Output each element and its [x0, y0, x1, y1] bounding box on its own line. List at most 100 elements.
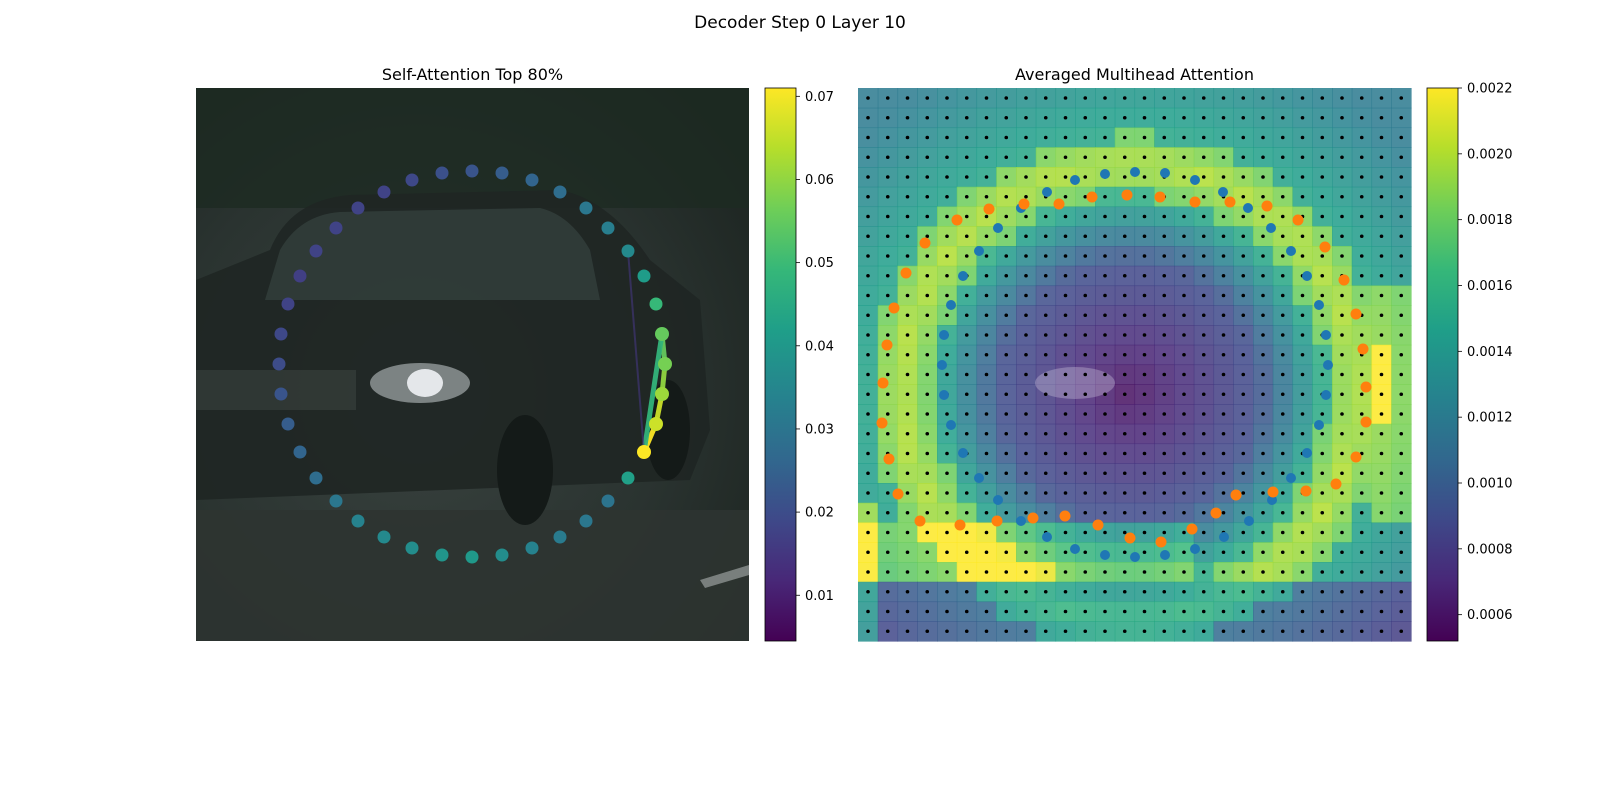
grid-dot	[1103, 609, 1107, 614]
grid-dot	[1043, 96, 1048, 100]
grid-dot	[1142, 451, 1147, 456]
grid-dot	[1142, 333, 1147, 337]
grid-dot	[1379, 234, 1384, 239]
orange-point	[1357, 343, 1369, 355]
grid-dot	[1004, 254, 1009, 258]
grid-dot	[1241, 115, 1246, 120]
grid-dot	[1182, 530, 1186, 535]
grid-dot	[1241, 510, 1246, 515]
grid-dot	[866, 570, 870, 574]
grid-dot	[1320, 372, 1325, 377]
contour-point	[405, 173, 419, 187]
orange-point	[881, 339, 893, 351]
grid-dot	[1379, 629, 1384, 634]
grid-dot	[1142, 491, 1147, 495]
blue-point	[993, 223, 1003, 233]
grid-dot	[1201, 629, 1206, 634]
grid-dot	[1201, 392, 1206, 397]
grid-dot	[1142, 155, 1147, 160]
grid-dot	[1221, 333, 1226, 337]
grid-dot	[1359, 234, 1364, 239]
grid-dot	[1261, 510, 1265, 515]
grid-dot	[1300, 510, 1305, 515]
front-wheel	[497, 415, 553, 525]
grid-dot	[1300, 431, 1305, 436]
grid-dot	[866, 96, 870, 100]
blue-point	[1302, 448, 1312, 458]
grid-dot	[1300, 412, 1305, 416]
grid-dot	[1201, 175, 1206, 179]
grid-dot	[1024, 451, 1028, 456]
grid-dot	[984, 471, 989, 476]
grid-dot	[885, 194, 890, 199]
grid-dot	[1103, 155, 1107, 160]
grid-dot	[1340, 313, 1344, 318]
grid-dot	[1359, 254, 1364, 258]
grid-dot	[1241, 589, 1246, 594]
orange-point	[1300, 485, 1312, 497]
grid-dot	[1280, 293, 1285, 298]
grid-dot	[925, 392, 930, 397]
orange-point	[1121, 189, 1133, 201]
grid-dot	[1024, 273, 1028, 278]
grid-dot	[1320, 570, 1325, 574]
orange-point	[1267, 486, 1279, 498]
grid-dot	[1221, 510, 1226, 515]
grid-dot	[905, 135, 910, 140]
grid-dot	[984, 431, 989, 436]
grid-dot	[1182, 155, 1186, 160]
grid-dot	[1221, 609, 1226, 614]
grid-dot	[1024, 175, 1028, 179]
grid-dot	[1162, 392, 1167, 397]
grid-dot	[1201, 155, 1206, 160]
grid-dot	[1221, 550, 1226, 555]
grid-dot	[905, 352, 910, 357]
grid-dot	[1261, 333, 1265, 337]
blue-point	[1016, 516, 1026, 526]
orange-point	[919, 237, 931, 249]
grid-dot	[1201, 115, 1206, 120]
grid-dot	[1122, 115, 1127, 120]
grid-dot	[1103, 372, 1107, 377]
grid-dot	[1300, 609, 1305, 614]
grid-dot	[1024, 234, 1028, 239]
grid-dot	[1379, 570, 1384, 574]
grid-dot	[1004, 629, 1009, 634]
grid-dot	[1320, 412, 1325, 416]
contour-point	[465, 164, 479, 178]
grid-dot	[1043, 254, 1048, 258]
grid-dot	[1122, 175, 1127, 179]
grid-dot	[945, 431, 949, 436]
grid-dot	[1201, 96, 1206, 100]
grid-dot	[1359, 333, 1364, 337]
grid-dot	[1300, 471, 1305, 476]
grid-dot	[1024, 570, 1028, 574]
colorbar-tick-label: 0.0018	[1467, 213, 1513, 228]
left-colorbar-gradient	[764, 87, 797, 642]
grid-dot	[1122, 451, 1127, 456]
grid-dot	[1043, 451, 1048, 456]
grid-dot	[1241, 234, 1246, 239]
grid-dot	[1004, 491, 1009, 495]
grid-dot	[1201, 510, 1206, 515]
grid-dot	[1379, 372, 1384, 377]
grid-dot	[1182, 471, 1186, 476]
grid-dot	[984, 115, 989, 120]
grid-dot	[905, 293, 910, 298]
attention-line	[627, 250, 645, 453]
grid-dot	[925, 293, 930, 298]
grid-dot	[1300, 115, 1305, 120]
contour-point	[655, 327, 669, 341]
grid-dot	[885, 254, 890, 258]
grid-dot	[885, 471, 890, 476]
contour-point	[553, 185, 567, 199]
grid-dot	[984, 214, 989, 219]
grid-dot	[1122, 431, 1127, 436]
grid-dot	[1043, 392, 1048, 397]
grid-dot	[1142, 96, 1147, 100]
grid-dot	[885, 412, 890, 416]
grid-dot	[1103, 451, 1107, 456]
grid-dot	[1122, 570, 1127, 574]
grid-dot	[1162, 313, 1167, 318]
grid-dot	[925, 155, 930, 160]
